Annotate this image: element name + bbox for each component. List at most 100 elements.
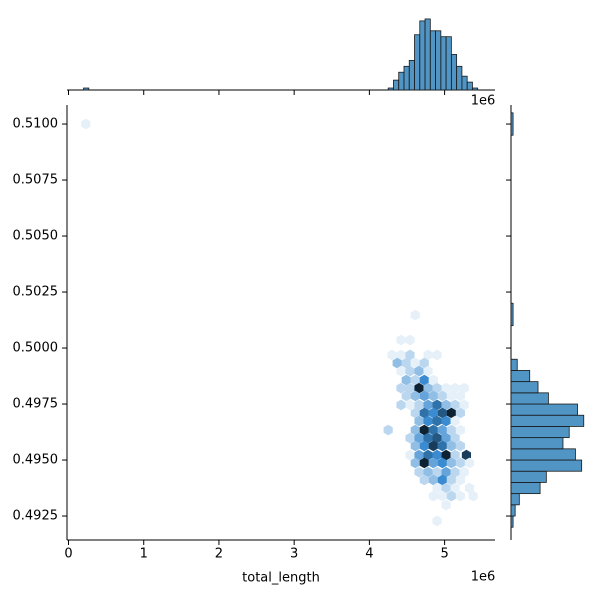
right-hist-bar bbox=[510, 493, 520, 506]
hex-bin bbox=[464, 457, 475, 469]
hex-bin bbox=[437, 474, 447, 486]
hex-bin bbox=[396, 399, 406, 411]
top-hist-bar bbox=[424, 18, 431, 91]
right-hist-bar bbox=[510, 403, 578, 416]
hex-bin bbox=[428, 440, 438, 452]
hex-bin bbox=[437, 424, 447, 436]
top-hist-bar bbox=[429, 30, 436, 91]
hex-bin bbox=[450, 449, 460, 461]
hex-bin bbox=[423, 415, 433, 427]
hex-bin bbox=[419, 474, 429, 486]
hex-bin bbox=[428, 390, 438, 402]
right-hist-bar bbox=[510, 358, 518, 371]
x-axis-label: total_length bbox=[242, 571, 320, 586]
hex-bin bbox=[419, 390, 429, 402]
hex-bin bbox=[419, 407, 429, 419]
hex-bin bbox=[441, 482, 451, 494]
right-hist-bar bbox=[510, 482, 541, 495]
hex-bin bbox=[450, 482, 460, 494]
right-hist-bar bbox=[510, 414, 585, 427]
hex-bin bbox=[401, 374, 411, 386]
hex-bin bbox=[432, 399, 442, 411]
hex-bin bbox=[428, 424, 438, 436]
right-hist-bar bbox=[510, 470, 547, 483]
y-tick-label: 0.4925 bbox=[13, 509, 59, 524]
hex-bin bbox=[455, 474, 465, 486]
y-tick-label: 0.5050 bbox=[13, 229, 59, 244]
top-hist-bar bbox=[456, 65, 463, 91]
hex-bin bbox=[432, 515, 442, 527]
hex-bin bbox=[450, 382, 460, 394]
hex-bin bbox=[405, 334, 415, 346]
hex-bin bbox=[414, 466, 424, 478]
hex-bin bbox=[423, 349, 433, 361]
hex-bin bbox=[423, 365, 433, 377]
y-tick-label: 0.5075 bbox=[13, 173, 59, 188]
hex-bin bbox=[401, 357, 411, 369]
y-tick-label: 0.5000 bbox=[13, 341, 59, 356]
top-hist-bar bbox=[414, 34, 421, 91]
hex-bin bbox=[455, 457, 465, 469]
hex-bin bbox=[455, 407, 465, 419]
hex-bin bbox=[387, 349, 397, 361]
hex-bin bbox=[419, 440, 429, 452]
hex-bin bbox=[423, 466, 433, 478]
hex-bin bbox=[410, 309, 420, 321]
hex-bin bbox=[414, 382, 424, 394]
right-hist-bar bbox=[510, 504, 516, 517]
hex-bin bbox=[432, 432, 442, 444]
hex-bin bbox=[432, 415, 442, 427]
top-hist-bar bbox=[440, 36, 447, 91]
hex-bin bbox=[432, 482, 442, 494]
hex-bin bbox=[405, 382, 415, 394]
top-hist-bar bbox=[466, 81, 473, 91]
hex-bin bbox=[410, 390, 420, 402]
top-hist-bar bbox=[450, 54, 458, 91]
hex-bin bbox=[441, 399, 451, 411]
hex-bin bbox=[450, 415, 460, 427]
hex-bin bbox=[459, 382, 469, 394]
hex-bin bbox=[437, 457, 447, 469]
y-tick-label: 0.4975 bbox=[13, 397, 59, 412]
hex-bin bbox=[414, 365, 424, 377]
hex-bin bbox=[441, 432, 451, 444]
hex-bin bbox=[396, 349, 406, 361]
top-hist-bar bbox=[83, 87, 90, 91]
hex-bin bbox=[414, 415, 424, 427]
hex-bin bbox=[423, 382, 433, 394]
hex-bin bbox=[446, 474, 456, 486]
hex-bin bbox=[414, 432, 424, 444]
x-offset-label: 1e6 bbox=[471, 570, 496, 585]
hex-bin bbox=[405, 349, 415, 361]
x-tick-label: 2 bbox=[215, 547, 223, 562]
hex-bin bbox=[428, 457, 438, 469]
hex-bin bbox=[405, 432, 415, 444]
hex-bin bbox=[446, 440, 456, 452]
hex-bin bbox=[446, 424, 456, 436]
right-hist-bar bbox=[510, 370, 531, 383]
hex-bin bbox=[455, 424, 465, 436]
hex-bin bbox=[432, 382, 442, 394]
top-hist-bar bbox=[472, 87, 479, 91]
hex-bin bbox=[441, 382, 451, 394]
hex-bin bbox=[383, 424, 393, 436]
right-hist-bar bbox=[510, 515, 514, 528]
hex-bin bbox=[396, 382, 406, 394]
x-tick-label: 4 bbox=[365, 547, 373, 562]
hex-bin bbox=[441, 499, 451, 511]
hex-bin bbox=[468, 490, 478, 502]
top-hist-bar bbox=[419, 20, 426, 91]
x-tick-label: 5 bbox=[440, 547, 448, 562]
hex-bin bbox=[450, 466, 460, 478]
right-hist-bar bbox=[510, 437, 564, 450]
hex-bin bbox=[455, 490, 465, 502]
hex-bin bbox=[419, 457, 429, 469]
y-tick-label: 0.4950 bbox=[13, 453, 59, 468]
x-tick-label: 0 bbox=[64, 547, 72, 562]
hex-bin bbox=[441, 449, 451, 461]
hex-bin bbox=[423, 432, 433, 444]
hex-bin bbox=[423, 399, 433, 411]
top-hist-bar bbox=[435, 30, 442, 91]
hex-bin bbox=[450, 399, 460, 411]
